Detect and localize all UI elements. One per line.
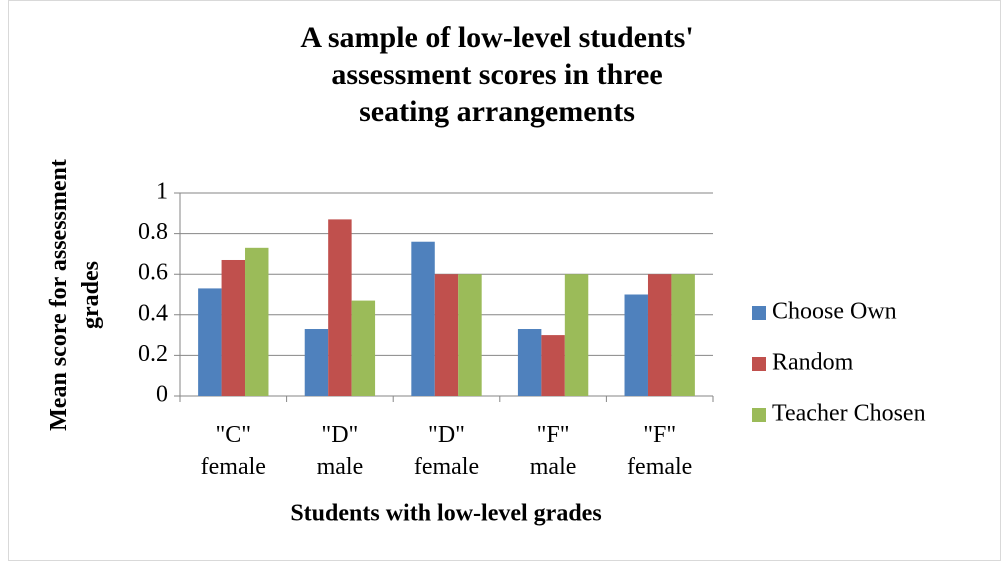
bar	[304, 329, 329, 396]
x-tick-label: "C" female	[201, 422, 266, 480]
legend-swatch	[752, 306, 766, 320]
bar	[564, 274, 589, 396]
legend-label: Teacher Chosen	[772, 401, 926, 427]
x-tick-label: "F" male	[530, 422, 577, 480]
bar	[198, 288, 222, 396]
bar	[624, 294, 648, 396]
bar	[517, 329, 542, 396]
bar	[221, 259, 246, 396]
bar	[541, 335, 565, 396]
legend-label: Random	[772, 350, 854, 376]
y-tick-label: 0.4	[138, 300, 168, 326]
y-tick-label: 0.2	[138, 341, 168, 367]
bar	[671, 274, 695, 396]
legend-swatch	[752, 357, 766, 371]
bar	[411, 241, 435, 396]
y-tick-label: 0.6	[138, 260, 168, 286]
legend-label: Choose Own	[772, 299, 897, 325]
x-tick-label: "D" female	[414, 422, 479, 480]
bar	[328, 219, 352, 396]
chart-frame	[8, 0, 1001, 561]
legend-swatch	[752, 408, 766, 422]
bar	[458, 274, 482, 396]
y-tick-label: 0.8	[138, 219, 168, 245]
bar	[434, 274, 459, 396]
x-axis-title: Students with low-level grades	[290, 501, 601, 527]
bar	[351, 300, 376, 396]
y-tick-label: 1	[156, 179, 168, 205]
x-tick-label: "D" male	[317, 422, 364, 480]
y-tick-label: 0	[156, 382, 168, 408]
bar	[647, 274, 672, 396]
x-tick-label: "F" female	[627, 422, 692, 480]
chart-title: A sample of low-level students' assessmen…	[300, 21, 693, 128]
y-axis-title: Mean score for assessment grades	[46, 159, 104, 431]
bar	[245, 247, 269, 396]
